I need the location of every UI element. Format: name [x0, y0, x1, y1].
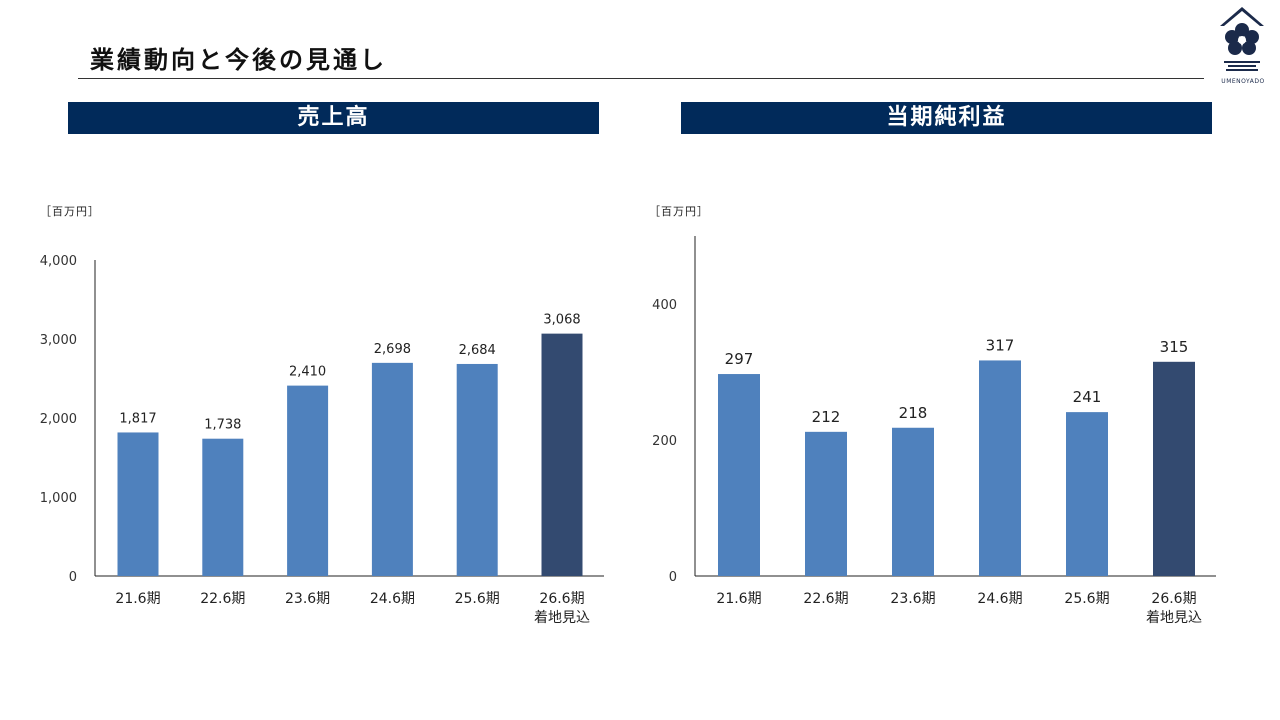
x-tick-label: 23.6期: [890, 591, 935, 607]
y-tick-label: 200: [652, 434, 677, 449]
data-label: 297: [725, 350, 754, 368]
x-tick-label: 23.6期: [285, 591, 330, 607]
y-tick-label: 2,000: [40, 412, 77, 427]
data-label: 2,684: [459, 343, 496, 358]
page-title: 業績動向と今後の見通し: [90, 46, 387, 74]
data-label: 218: [899, 404, 928, 422]
bar: [892, 427, 934, 576]
bar: [456, 363, 498, 576]
data-label: 317: [986, 336, 1015, 354]
y-tick-label: 3,000: [40, 333, 77, 348]
data-label: 3,068: [543, 313, 580, 328]
data-label: 241: [1073, 388, 1102, 406]
x-tick-label: 24.6期: [977, 591, 1022, 607]
y-tick-label: 400: [652, 298, 677, 313]
bar: [371, 362, 413, 576]
bar: [1153, 361, 1195, 576]
umenoyado-logo: [1220, 7, 1264, 71]
bar: [202, 438, 244, 576]
bar: [287, 385, 329, 576]
x-tick-label: 22.6期: [200, 591, 245, 607]
bar: [541, 333, 583, 576]
x-tick-label: 21.6期: [115, 591, 160, 607]
data-label: 1,738: [204, 418, 241, 433]
bar: [718, 374, 760, 576]
data-label: 2,410: [289, 365, 326, 380]
sales-unit-label: ［百万円］: [40, 205, 100, 218]
title-divider: [78, 78, 1204, 79]
x-tick-label: 22.6期: [803, 591, 848, 607]
bar: [979, 360, 1021, 576]
x-tick-label: 着地見込: [1146, 610, 1202, 626]
bar: [1066, 412, 1108, 576]
x-tick-label: 26.6期: [1151, 591, 1196, 607]
y-tick-label: 0: [669, 570, 677, 585]
x-tick-label: 着地見込: [534, 610, 590, 626]
bar: [805, 431, 847, 576]
y-tick-label: 0: [69, 570, 77, 585]
data-label: 2,698: [374, 342, 411, 357]
x-tick-label: 24.6期: [370, 591, 415, 607]
y-tick-label: 4,000: [40, 254, 77, 269]
logo-text: UMENOYADO: [1221, 78, 1265, 85]
net-income-banner: 当期純利益: [681, 102, 1212, 134]
x-tick-label: 25.6期: [455, 591, 500, 607]
y-tick-label: 1,000: [40, 491, 77, 506]
net-income-unit-label: ［百万円］: [649, 205, 709, 218]
x-tick-label: 26.6期: [539, 591, 584, 607]
x-tick-label: 25.6期: [1064, 591, 1109, 607]
data-label: 315: [1160, 338, 1189, 356]
sales-chart: 0 1,000 2,000 3,000 4,000 1,817 21.6期 1,738 22.6…: [40, 254, 604, 626]
data-label: 1,817: [119, 411, 156, 426]
x-tick-label: 21.6期: [716, 591, 761, 607]
sales-banner: 売上高: [68, 102, 599, 134]
data-label: 212: [812, 408, 841, 426]
bar: [117, 432, 159, 576]
